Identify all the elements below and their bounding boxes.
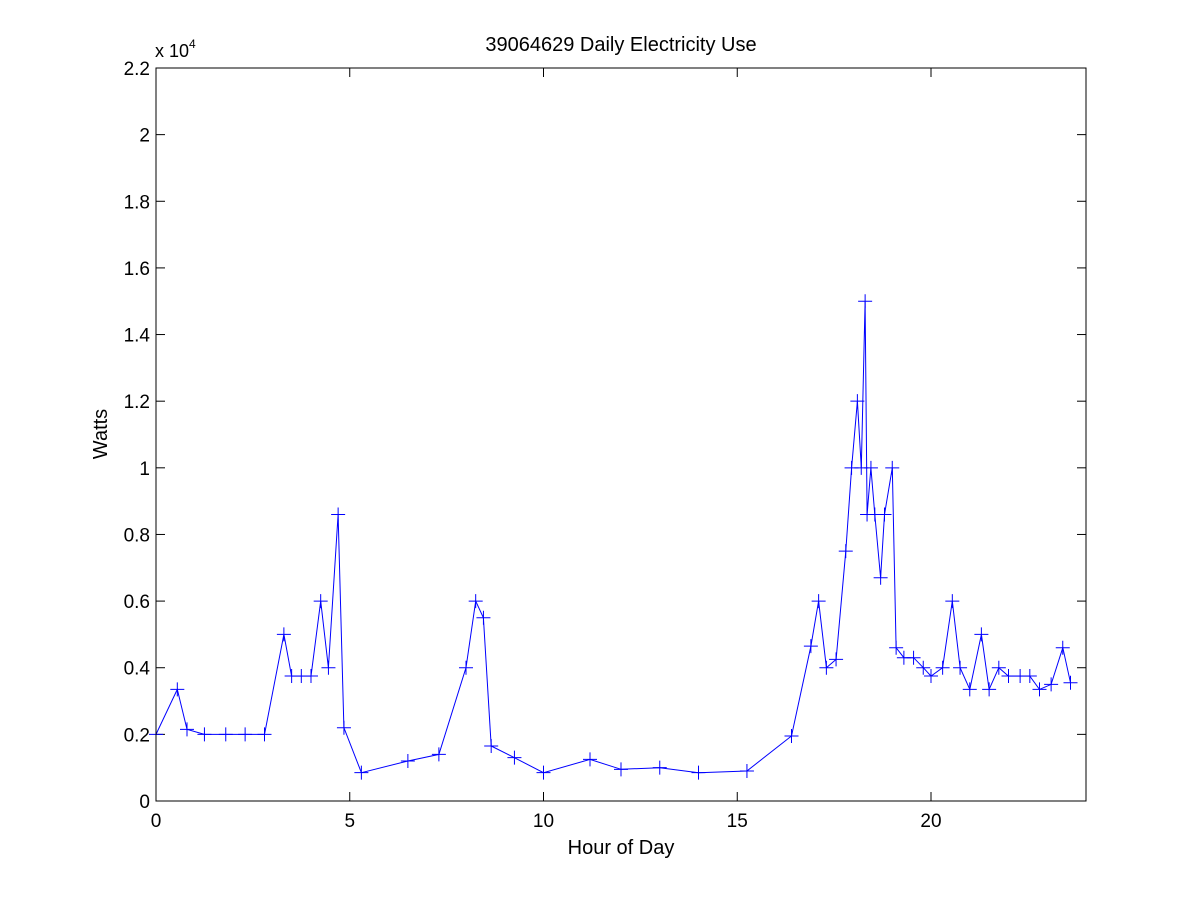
data-point-marker xyxy=(858,294,873,309)
data-point-marker xyxy=(974,627,989,642)
y-multiplier-base: x 10 xyxy=(155,41,189,61)
y-tick-label: 0.2 xyxy=(124,725,150,746)
data-point-marker xyxy=(459,660,473,675)
y-tick-label: 1.6 xyxy=(124,259,150,280)
data-point-marker xyxy=(906,650,921,665)
data-point-marker xyxy=(400,754,415,769)
y-tick-label: 1 xyxy=(139,459,150,480)
data-point-marker xyxy=(803,639,818,654)
chart-title: 39064629 Daily Electricity Use xyxy=(485,34,756,56)
data-point-marker xyxy=(331,507,346,522)
data-point-marker xyxy=(180,722,194,737)
y-tick-label: 1.4 xyxy=(124,326,151,347)
tick-labels: 0 5 10 15 20 0 0.2 0.4 0.6 0.8 1 1.2 1.4 1.6 1.8 2 2.2 xyxy=(124,59,942,832)
data-point-marker xyxy=(536,765,551,780)
data-point-marker xyxy=(484,739,499,754)
data-point-marker xyxy=(431,747,446,762)
data-point-marker xyxy=(257,727,272,742)
data-point-marker xyxy=(476,610,491,625)
data-point-marker xyxy=(850,394,865,409)
data-point-marker xyxy=(468,594,483,609)
y-tick-label: 0.8 xyxy=(124,525,150,546)
data-point-marker xyxy=(583,752,597,767)
y-tick-label: 0.6 xyxy=(124,592,150,613)
data-point-marker xyxy=(739,764,754,779)
data-point-marker xyxy=(238,727,253,742)
data-point-marker xyxy=(507,750,522,765)
data-point-marker xyxy=(1063,675,1078,690)
data-point-marker xyxy=(614,762,628,777)
data-point-marker xyxy=(691,765,706,780)
data-point-marker xyxy=(924,669,938,684)
y-tick-label: 2.2 xyxy=(124,59,150,80)
data-point-marker xyxy=(962,682,977,697)
plot-frame xyxy=(155,67,1087,802)
series-line xyxy=(155,301,1071,774)
x-axis-title: Hour of Day xyxy=(568,837,675,859)
plot-background xyxy=(156,68,1086,801)
y-tick-label: 2 xyxy=(139,126,150,147)
x-tick-label: 10 xyxy=(533,811,554,832)
y-multiplier: x 104 xyxy=(155,37,196,61)
data-point-marker xyxy=(945,594,960,609)
x-tick-label: 15 xyxy=(727,811,748,832)
data-point-marker xyxy=(991,660,1006,675)
data-point-marker xyxy=(916,660,931,675)
y-multiplier-exponent: 4 xyxy=(189,37,196,51)
x-tick-label: 5 xyxy=(344,811,355,832)
data-point-marker xyxy=(197,727,212,742)
data-point-marker xyxy=(354,765,369,780)
data-point-marker xyxy=(170,682,185,697)
data-point-marker xyxy=(313,594,328,609)
data-point-marker xyxy=(336,720,351,735)
data-point-marker xyxy=(218,727,233,742)
data-point-marker xyxy=(877,507,892,522)
data-point-marker xyxy=(1044,677,1059,692)
data-point-marker xyxy=(953,660,968,675)
series-layer xyxy=(149,294,1078,780)
y-axis-title: Watts xyxy=(90,409,112,459)
x-tick-label: 0 xyxy=(151,811,162,832)
data-point-marker xyxy=(1055,640,1070,655)
data-point-marker xyxy=(652,760,667,775)
y-tick-label: 0 xyxy=(139,792,150,813)
data-point-marker xyxy=(1022,669,1037,684)
data-point-marker xyxy=(935,660,950,675)
data-point-marker xyxy=(838,544,853,559)
data-point-marker xyxy=(276,627,291,642)
data-point-marker xyxy=(982,682,997,697)
y-tick-label: 0.4 xyxy=(124,659,151,680)
data-point-marker xyxy=(1032,682,1047,697)
data-point-marker xyxy=(304,669,318,684)
data-point-marker xyxy=(885,460,900,475)
data-point-marker xyxy=(321,660,336,675)
data-point-marker xyxy=(819,660,834,675)
data-point-marker xyxy=(811,594,826,609)
y-tick-label: 1.2 xyxy=(124,392,150,413)
data-point-marker xyxy=(889,640,904,655)
data-point-marker xyxy=(829,652,844,667)
data-point-marker xyxy=(873,570,888,585)
data-point-marker xyxy=(784,729,799,744)
y-tick-label: 1.8 xyxy=(124,192,150,213)
x-tick-label: 20 xyxy=(920,811,941,832)
data-point-marker xyxy=(863,460,878,475)
